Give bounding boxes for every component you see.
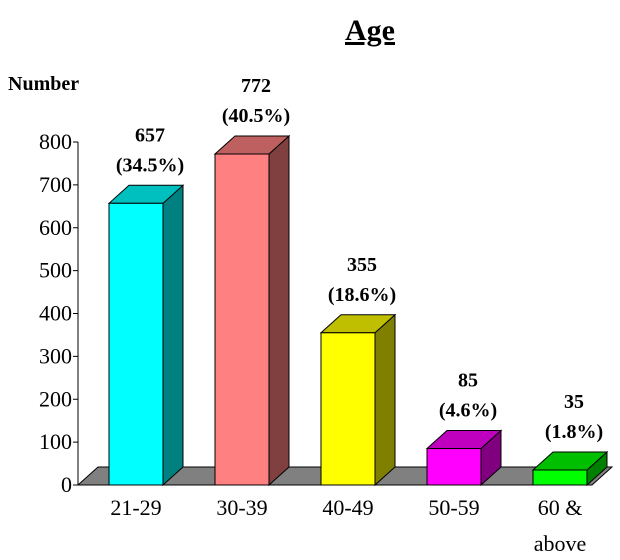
percent-label: (4.6%) xyxy=(439,400,497,422)
bar-front xyxy=(214,153,270,486)
percent-label: (1.8%) xyxy=(545,421,603,443)
y-tick-label: 700 xyxy=(39,172,72,197)
percent-label: (18.6%) xyxy=(328,284,396,306)
x-tick-label: above xyxy=(534,531,587,555)
y-tick-label: 500 xyxy=(39,258,72,283)
bar-side xyxy=(268,134,290,487)
x-tick-label: 50-59 xyxy=(428,495,479,520)
bar-40-49 xyxy=(319,313,397,487)
y-axis-label: Number xyxy=(8,73,79,95)
bar-60-above xyxy=(531,450,609,487)
y-tick-label: 200 xyxy=(39,386,72,411)
y-tick-label: 400 xyxy=(39,301,72,326)
y-tick-label: 600 xyxy=(39,215,72,240)
y-tick-label: 300 xyxy=(39,343,72,368)
bar-front xyxy=(426,448,482,486)
y-tick-label: 800 xyxy=(39,129,72,154)
bar-front xyxy=(532,469,588,486)
chart-title: Age xyxy=(345,14,395,47)
bars xyxy=(107,134,609,487)
y-tick-label: 100 xyxy=(39,429,72,454)
percent-label: (34.5%) xyxy=(116,154,184,176)
bar-30-39 xyxy=(213,134,291,487)
x-tick-label: 30-39 xyxy=(216,495,267,520)
percent-label: (40.5%) xyxy=(222,105,290,127)
y-tick-label: 0 xyxy=(61,472,72,497)
x-tick-label: 40-49 xyxy=(322,495,373,520)
x-tick-label: 60 & xyxy=(538,495,583,520)
bar-front xyxy=(108,202,164,486)
y-axis: 0 100 200 300 400 500 600 700 800 xyxy=(39,129,79,497)
x-axis-tick-labels: 21-29 30-39 40-49 50-59 60 & above xyxy=(110,495,587,556)
value-label: 772 xyxy=(241,75,271,97)
bar-front xyxy=(320,332,376,486)
x-tick-label: 21-29 xyxy=(110,495,161,520)
value-label: 85 xyxy=(458,370,478,392)
data-labels: 657 (34.5%) 772 (40.5%) 355 (18.6%) 85 (4.6%) 35… xyxy=(116,75,603,443)
bar-21-29 xyxy=(107,184,185,487)
value-label: 35 xyxy=(564,391,584,413)
bar-side xyxy=(374,313,396,487)
bar-side xyxy=(162,184,184,487)
value-label: 355 xyxy=(347,254,377,276)
bar-50-59 xyxy=(425,429,503,487)
value-label: 657 xyxy=(135,124,165,146)
